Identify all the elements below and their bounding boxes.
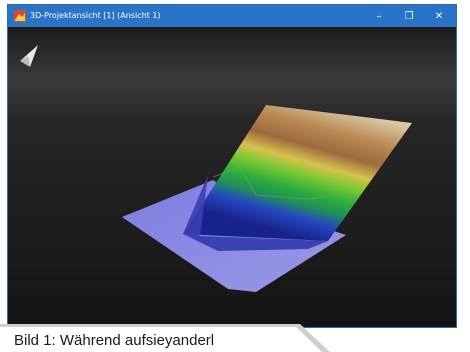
terrain-face-left xyxy=(183,175,208,236)
caption-tab xyxy=(0,324,330,352)
minimize-button[interactable]: – xyxy=(376,10,382,22)
terrain-front-edge xyxy=(183,234,328,251)
projection-window: 3D-Projektansicht [1] (Ansicht 1) – ❐ ✕ xyxy=(8,5,456,327)
close-button[interactable]: ✕ xyxy=(434,10,444,22)
terrain-ridge-line xyxy=(212,166,339,200)
3d-viewport[interactable] xyxy=(8,27,456,327)
figure-caption: Bild 1: Während aufsieyanderl xyxy=(14,332,215,349)
north-arrow-icon[interactable] xyxy=(20,45,38,67)
maximize-button[interactable]: ❐ xyxy=(404,10,414,22)
title-bar[interactable]: 3D-Projektansicht [1] (Ansicht 1) – ❐ ✕ xyxy=(8,5,456,27)
terrain-app-icon xyxy=(14,10,26,22)
terrain-surface xyxy=(183,105,412,241)
window-title: 3D-Projektansicht [1] (Ansicht 1) xyxy=(30,11,161,20)
